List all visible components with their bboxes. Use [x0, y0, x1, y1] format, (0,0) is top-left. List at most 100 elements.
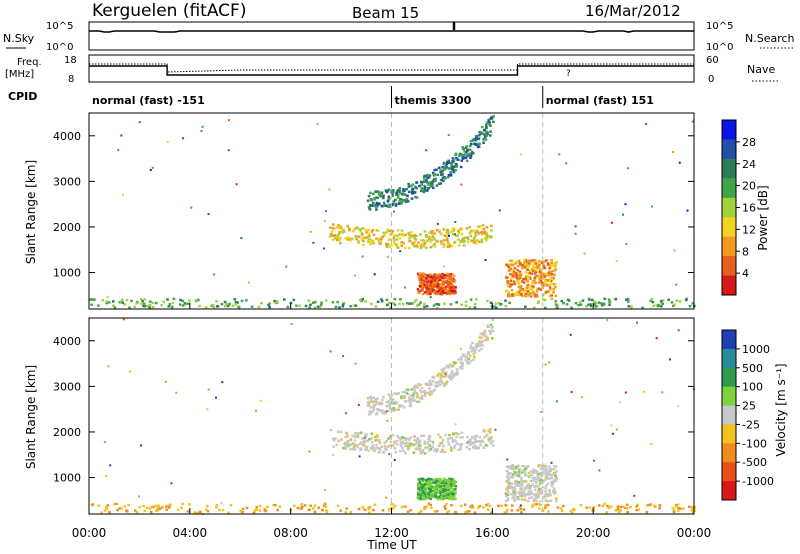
heatmap-cell: [504, 299, 507, 302]
heatmap-cell: [558, 153, 561, 156]
heatmap-cell: [359, 228, 363, 231]
nave-tick-top: 60: [706, 55, 719, 66]
heatmap-cell: [473, 303, 477, 306]
heatmap-cell: [97, 504, 101, 507]
heatmap-cell: [489, 124, 492, 127]
heatmap-cell: [373, 447, 376, 450]
heatmap-cell: [507, 265, 510, 269]
heatmap-cell: [491, 115, 495, 118]
heatmap-cell: [452, 159, 456, 162]
heatmap-cell: [512, 495, 516, 499]
heatmap-cell: [379, 195, 382, 198]
heatmap-cell: [549, 277, 553, 280]
heatmap-cell: [524, 278, 527, 281]
heatmap-cell: [488, 431, 492, 434]
heatmap-cell: [420, 386, 424, 390]
heatmap-cell: [546, 263, 550, 266]
heatmap-cell: [392, 200, 396, 203]
heatmap-cell: [368, 207, 371, 210]
heatmap-cell: [143, 305, 147, 308]
heatmap-cell: [622, 213, 624, 216]
heatmap-cell: [505, 276, 508, 280]
heatmap-cell: [368, 511, 371, 514]
heatmap-cell: [517, 282, 521, 285]
heatmap-cell: [554, 283, 557, 286]
heatmap-cell: [450, 370, 454, 373]
heatmap-cell: [554, 479, 558, 483]
heatmap-cell: [316, 122, 319, 125]
heatmap-cell: [524, 493, 528, 497]
heatmap-cell: [458, 152, 462, 156]
heatmap-cell: [449, 303, 453, 306]
heatmap-cell: [346, 224, 350, 228]
heatmap-cell: [400, 241, 403, 244]
heatmap-cell: [167, 504, 171, 507]
heatmap-cell: [411, 187, 415, 191]
heatmap-cell: [457, 154, 461, 158]
heatmap-cell: [332, 453, 335, 456]
heatmap-cell: [442, 239, 446, 242]
heatmap-cell: [515, 276, 519, 280]
heatmap-cell: [486, 508, 490, 511]
heatmap-cell: [369, 409, 373, 413]
heatmap-cell: [401, 232, 404, 236]
heatmap-cell: [401, 391, 405, 394]
heatmap-cell: [449, 286, 453, 289]
y-tick-label: 1000: [53, 267, 81, 280]
heatmap-cell: [419, 477, 423, 480]
heatmap-cell: [547, 270, 551, 273]
heatmap-cell: [444, 433, 447, 437]
heatmap-cell: [416, 438, 419, 441]
heatmap-cell: [365, 231, 368, 234]
heatmap-cell: [483, 230, 487, 233]
heatmap-cell: [517, 470, 521, 473]
heatmap-cell: [565, 303, 569, 306]
heatmap-cell: [545, 471, 549, 474]
heatmap-cell: [404, 437, 407, 440]
heatmap-cell: [534, 478, 537, 481]
heatmap-cell: [507, 284, 510, 287]
heatmap-cell: [539, 279, 543, 282]
heatmap-cell: [533, 261, 537, 265]
heatmap-cell: [346, 441, 349, 445]
freq-frame: [88, 54, 695, 83]
heatmap-cell: [451, 432, 455, 435]
heatmap-cell: [572, 508, 576, 511]
heatmap-cell: [530, 496, 534, 499]
heatmap-cell: [379, 240, 382, 243]
nsky-frame: [88, 21, 695, 51]
heatmap-cell: [487, 439, 491, 442]
heatmap-cell: [471, 341, 474, 345]
heatmap-cell: [511, 268, 514, 272]
heatmap-cell: [486, 433, 489, 436]
heatmap-cell: [433, 510, 436, 513]
heatmap-cell: [532, 499, 536, 503]
heatmap-cell: [548, 267, 551, 270]
heatmap-cell: [364, 435, 368, 438]
heatmap-cell: [547, 488, 551, 492]
heatmap-cell: [528, 474, 531, 477]
heatmap-cell: [443, 383, 446, 386]
heatmap-cell: [485, 239, 488, 242]
heatmap-cell: [423, 175, 426, 178]
heatmap-cell: [460, 444, 463, 447]
heatmap-cell: [455, 435, 458, 439]
heatmap-cell: [413, 399, 417, 402]
heatmap-cell: [574, 232, 577, 235]
colorbar-segment: [722, 443, 736, 463]
heatmap-cell: [405, 188, 408, 191]
heatmap-cell: [626, 511, 629, 514]
heatmap-cell: [428, 289, 431, 293]
heatmap-cell: [443, 276, 447, 279]
heatmap-cell: [235, 183, 238, 186]
heatmap-cell: [452, 446, 456, 449]
heatmap-cell: [529, 479, 533, 483]
heatmap-cell: [429, 246, 433, 249]
heatmap-cell: [461, 363, 464, 366]
heatmap-cell: [442, 179, 445, 183]
heatmap-cell: [424, 246, 428, 249]
beam-title: Beam 15: [352, 4, 419, 22]
heatmap-cell: [478, 440, 482, 443]
heatmap-cell: [393, 234, 397, 237]
heatmap-cell: [516, 496, 520, 499]
